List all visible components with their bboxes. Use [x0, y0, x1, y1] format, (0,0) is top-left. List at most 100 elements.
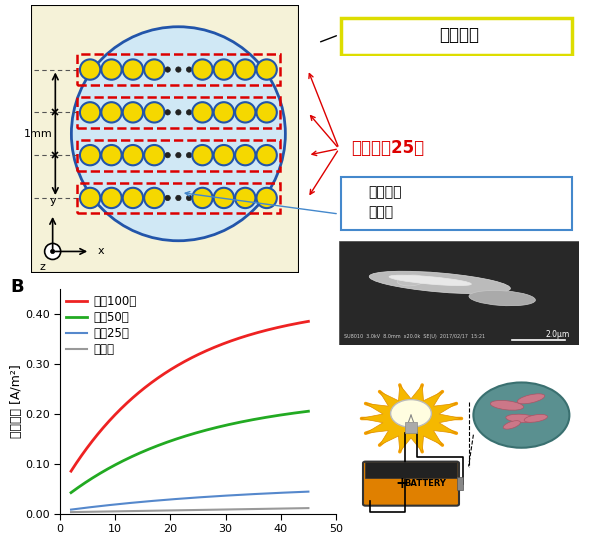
照射100点	[239, 334, 246, 340]
Circle shape	[80, 102, 100, 123]
Line: 照射25点: 照射25点	[71, 492, 308, 510]
无照射	[145, 508, 152, 514]
Circle shape	[165, 110, 170, 115]
Circle shape	[187, 195, 192, 201]
Circle shape	[144, 145, 164, 165]
Polygon shape	[361, 385, 461, 452]
Text: z: z	[39, 263, 45, 272]
Bar	[77, 182, 280, 213]
照射25点	[217, 493, 224, 499]
Circle shape	[176, 195, 181, 201]
Text: 含发电菌
的液滴: 含发电菌 的液滴	[368, 185, 401, 219]
Circle shape	[123, 102, 143, 123]
无照射	[96, 508, 103, 515]
照射50点	[217, 423, 224, 430]
Circle shape	[80, 188, 100, 208]
照射50点	[96, 470, 103, 477]
Circle shape	[176, 152, 181, 158]
照射50点	[67, 490, 74, 496]
Text: x: x	[98, 247, 105, 256]
Circle shape	[235, 59, 256, 80]
Circle shape	[187, 110, 192, 115]
照射25点	[239, 492, 246, 498]
照射50点	[239, 418, 246, 425]
Circle shape	[192, 188, 212, 208]
Circle shape	[144, 102, 164, 123]
Circle shape	[176, 110, 181, 115]
照射25点	[161, 496, 169, 503]
Circle shape	[101, 102, 122, 123]
照射100点	[67, 468, 74, 475]
Circle shape	[144, 59, 164, 80]
Circle shape	[123, 188, 143, 208]
Bar	[457, 477, 463, 490]
Text: +: +	[395, 476, 408, 491]
Line: 照射100点: 照射100点	[71, 322, 308, 471]
Circle shape	[235, 145, 256, 165]
Ellipse shape	[397, 275, 425, 286]
Circle shape	[214, 188, 234, 208]
无照射	[161, 507, 169, 514]
照射25点	[240, 492, 247, 498]
Circle shape	[50, 249, 55, 254]
Circle shape	[176, 67, 181, 72]
照射50点	[145, 446, 152, 453]
照射100点	[145, 382, 152, 388]
Circle shape	[44, 243, 61, 259]
Circle shape	[192, 102, 212, 123]
Bar	[77, 97, 280, 128]
Circle shape	[256, 145, 277, 165]
Line: 无照射: 无照射	[71, 508, 308, 512]
无照射	[67, 509, 74, 515]
FancyBboxPatch shape	[341, 19, 572, 55]
Ellipse shape	[517, 394, 545, 404]
FancyBboxPatch shape	[341, 178, 572, 231]
Ellipse shape	[389, 275, 472, 286]
照射25点	[96, 503, 103, 509]
无照射	[239, 506, 246, 513]
Text: y: y	[49, 196, 56, 206]
Circle shape	[123, 145, 143, 165]
Ellipse shape	[506, 414, 537, 423]
Y-axis label: 电流密度 [A/m²]: 电流密度 [A/m²]	[10, 364, 23, 438]
照射25点	[305, 488, 312, 495]
照射25点	[145, 498, 152, 505]
Circle shape	[256, 102, 277, 123]
Circle shape	[165, 152, 170, 158]
Ellipse shape	[369, 271, 511, 294]
Text: SU8010  3.0kV  8.0mm  x20.0k  SE(U)  2017/02/17  15:21: SU8010 3.0kV 8.0mm x20.0k SE(U) 2017/02/…	[344, 334, 485, 339]
Bar	[405, 422, 417, 433]
Circle shape	[101, 188, 122, 208]
无照射	[217, 507, 224, 513]
Circle shape	[165, 67, 170, 72]
FancyBboxPatch shape	[332, 350, 584, 521]
Circle shape	[71, 27, 286, 241]
照射100点	[305, 318, 312, 325]
Circle shape	[192, 59, 212, 80]
Circle shape	[473, 383, 569, 448]
Circle shape	[256, 59, 277, 80]
无照射	[240, 506, 247, 513]
Circle shape	[192, 145, 212, 165]
Circle shape	[80, 145, 100, 165]
无照射	[305, 505, 312, 511]
照射100点	[217, 342, 224, 348]
Circle shape	[235, 102, 256, 123]
照射100点	[240, 333, 247, 340]
Circle shape	[101, 145, 122, 165]
照射25点	[67, 507, 74, 513]
Text: 每列照射25点: 每列照射25点	[351, 140, 424, 157]
照射100点	[96, 429, 103, 435]
Text: 蜂窝基板: 蜂窝基板	[439, 26, 479, 44]
照射50点	[161, 440, 169, 446]
Ellipse shape	[469, 291, 535, 306]
Ellipse shape	[503, 421, 520, 429]
FancyBboxPatch shape	[365, 462, 457, 478]
Circle shape	[144, 188, 164, 208]
Bar	[77, 140, 280, 171]
照射100点	[161, 370, 169, 377]
照射50点	[305, 408, 312, 415]
Text: 1mm: 1mm	[23, 129, 52, 139]
Circle shape	[165, 195, 170, 201]
Text: B: B	[10, 278, 24, 296]
